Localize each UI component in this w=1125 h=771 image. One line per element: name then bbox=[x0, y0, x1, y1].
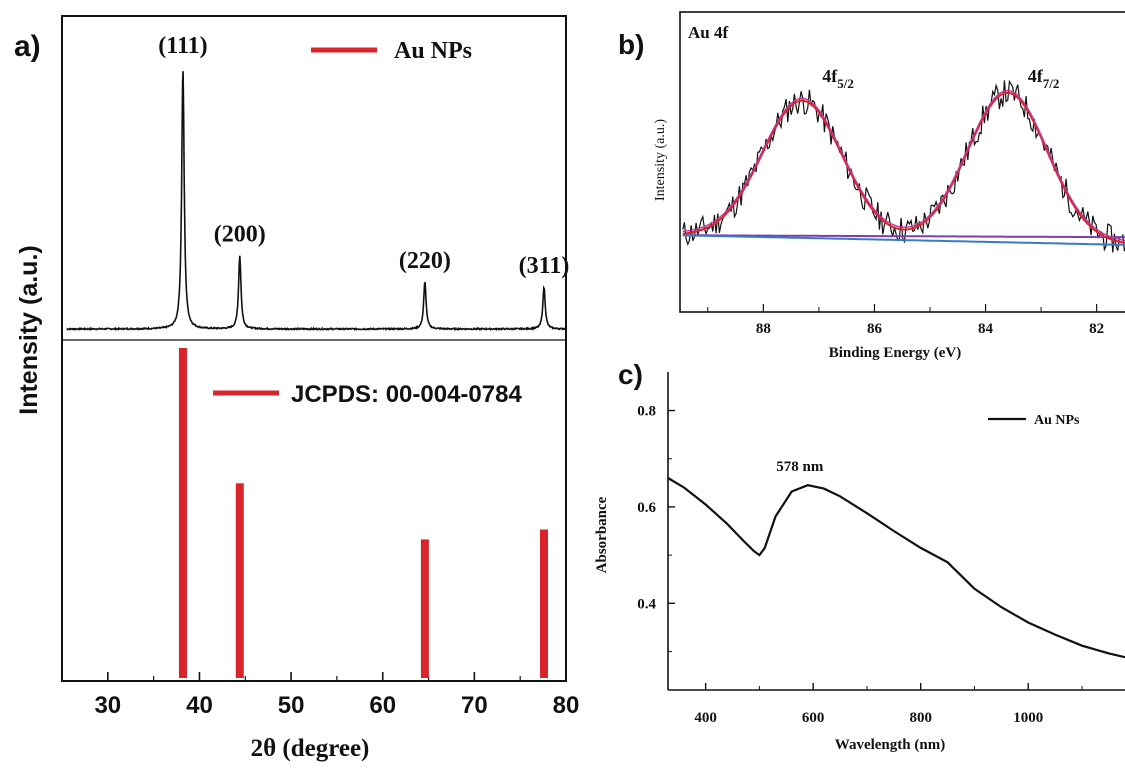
legend-label-au-nps: Au NPs bbox=[394, 38, 472, 64]
panel-b-y-axis-title: Intensity (a.u.) bbox=[653, 119, 668, 201]
panel-b-envelope-curve bbox=[682, 89, 1125, 242]
panel-b-peak-annotation: 4f7/2 bbox=[1028, 66, 1060, 91]
panel-c-annotations: 578 nm bbox=[776, 459, 824, 475]
panel-b-x-axis: 88 86 84 82 bbox=[707, 304, 1104, 337]
panel-c-y-axis: 0.4 0.6 0.8 bbox=[637, 404, 675, 652]
panel-b-peak-annotations: 4f5/2 4f7/2 bbox=[822, 66, 1059, 91]
panel-a-peak-label: (220) bbox=[399, 248, 451, 274]
panel-a-x-tick-label: 80 bbox=[553, 692, 580, 719]
panel-c-x-tick-label: 1000 bbox=[1013, 710, 1043, 726]
panel-c-absorbance-line bbox=[667, 477, 1125, 659]
panel-b-label: b) bbox=[618, 29, 644, 60]
panel-a-xrd-pattern-line bbox=[66, 71, 567, 332]
panel-a-label: a) bbox=[14, 30, 41, 63]
panel-b-x-tick-label: 84 bbox=[978, 321, 994, 337]
panel-a-y-axis-title: Intensity (a.u.) bbox=[15, 245, 43, 414]
panel-a-x-tick-label: 60 bbox=[369, 692, 396, 719]
reference-stick bbox=[235, 483, 244, 678]
panel-c-label: c) bbox=[618, 359, 643, 390]
panel-a-x-tick-label: 50 bbox=[278, 692, 305, 719]
panel-c-x-axis-title: Wavelength (nm) bbox=[835, 737, 945, 753]
panel-a-reference-sticks bbox=[178, 348, 549, 678]
reference-stick bbox=[540, 529, 549, 678]
panel-a-peak-label: (111) bbox=[158, 33, 207, 59]
panel-a-peak-label: (200) bbox=[214, 222, 266, 248]
panel-b-fitted-curve bbox=[682, 91, 1125, 244]
panel-b-title: Au 4f bbox=[688, 23, 728, 42]
panel-c-x-tick-label: 800 bbox=[909, 710, 932, 726]
panel-b-x-tick-label: 88 bbox=[756, 321, 771, 337]
panel-b-x-tick-label: 82 bbox=[1089, 321, 1104, 337]
panel-a-frame bbox=[61, 15, 567, 682]
panel-c-uvvis-chart: c) 400 600 800 1000 0.4 0.6 0.8 Wavelength (n… bbox=[594, 359, 1125, 753]
panel-a-x-tick-label: 70 bbox=[461, 692, 488, 719]
panel-b-x-axis-title: Binding Energy (eV) bbox=[829, 345, 962, 361]
panel-a-x-tick-label: 40 bbox=[186, 692, 213, 719]
panel-a-peak-label: (311) bbox=[519, 253, 570, 279]
panel-b-frame bbox=[679, 11, 1125, 313]
panel-a-x-axis-title: 2θ (degree) bbox=[251, 735, 370, 762]
panel-c-x-axis: 400 600 800 1000 bbox=[694, 683, 1083, 726]
panel-a-x-tick-label: 30 bbox=[94, 692, 121, 719]
panel-c-x-tick-label: 600 bbox=[802, 710, 825, 726]
panel-b-xps-chart: b) Au 4f 88 86 84 82 Binding Energy (eV) In… bbox=[618, 11, 1125, 361]
panel-b-x-tick-label: 86 bbox=[867, 321, 883, 337]
panel-c-x-tick-label: 400 bbox=[694, 710, 717, 726]
panel-c-y-tick-label: 0.6 bbox=[637, 500, 656, 516]
reference-stick bbox=[178, 348, 187, 678]
panel-c-y-axis-title: Absorbance bbox=[594, 496, 610, 573]
panel-a-x-axis: 30 40 50 60 70 80 bbox=[61, 672, 580, 719]
panel-b-background-line bbox=[682, 234, 1125, 246]
panel-a-peak-labels: (111) (200) (220) (311) bbox=[158, 33, 569, 279]
panel-c-y-tick-label: 0.8 bbox=[637, 404, 656, 420]
panel-b-background-line-2 bbox=[682, 234, 1125, 239]
panel-c-legend-label: Au NPs bbox=[1034, 413, 1080, 428]
panel-a-xrd-chart: a) 30 40 50 60 70 80 2θ (degree) Intensity (a… bbox=[14, 15, 580, 762]
panel-c-y-tick-label: 0.4 bbox=[637, 596, 656, 612]
reference-stick bbox=[420, 539, 429, 678]
legend-label-jcpds: JCPDS: 00-004-0784 bbox=[291, 381, 522, 408]
panel-b-peak-annotation: 4f5/2 bbox=[822, 66, 854, 91]
panel-c-peak-annotation: 578 nm bbox=[776, 459, 824, 475]
